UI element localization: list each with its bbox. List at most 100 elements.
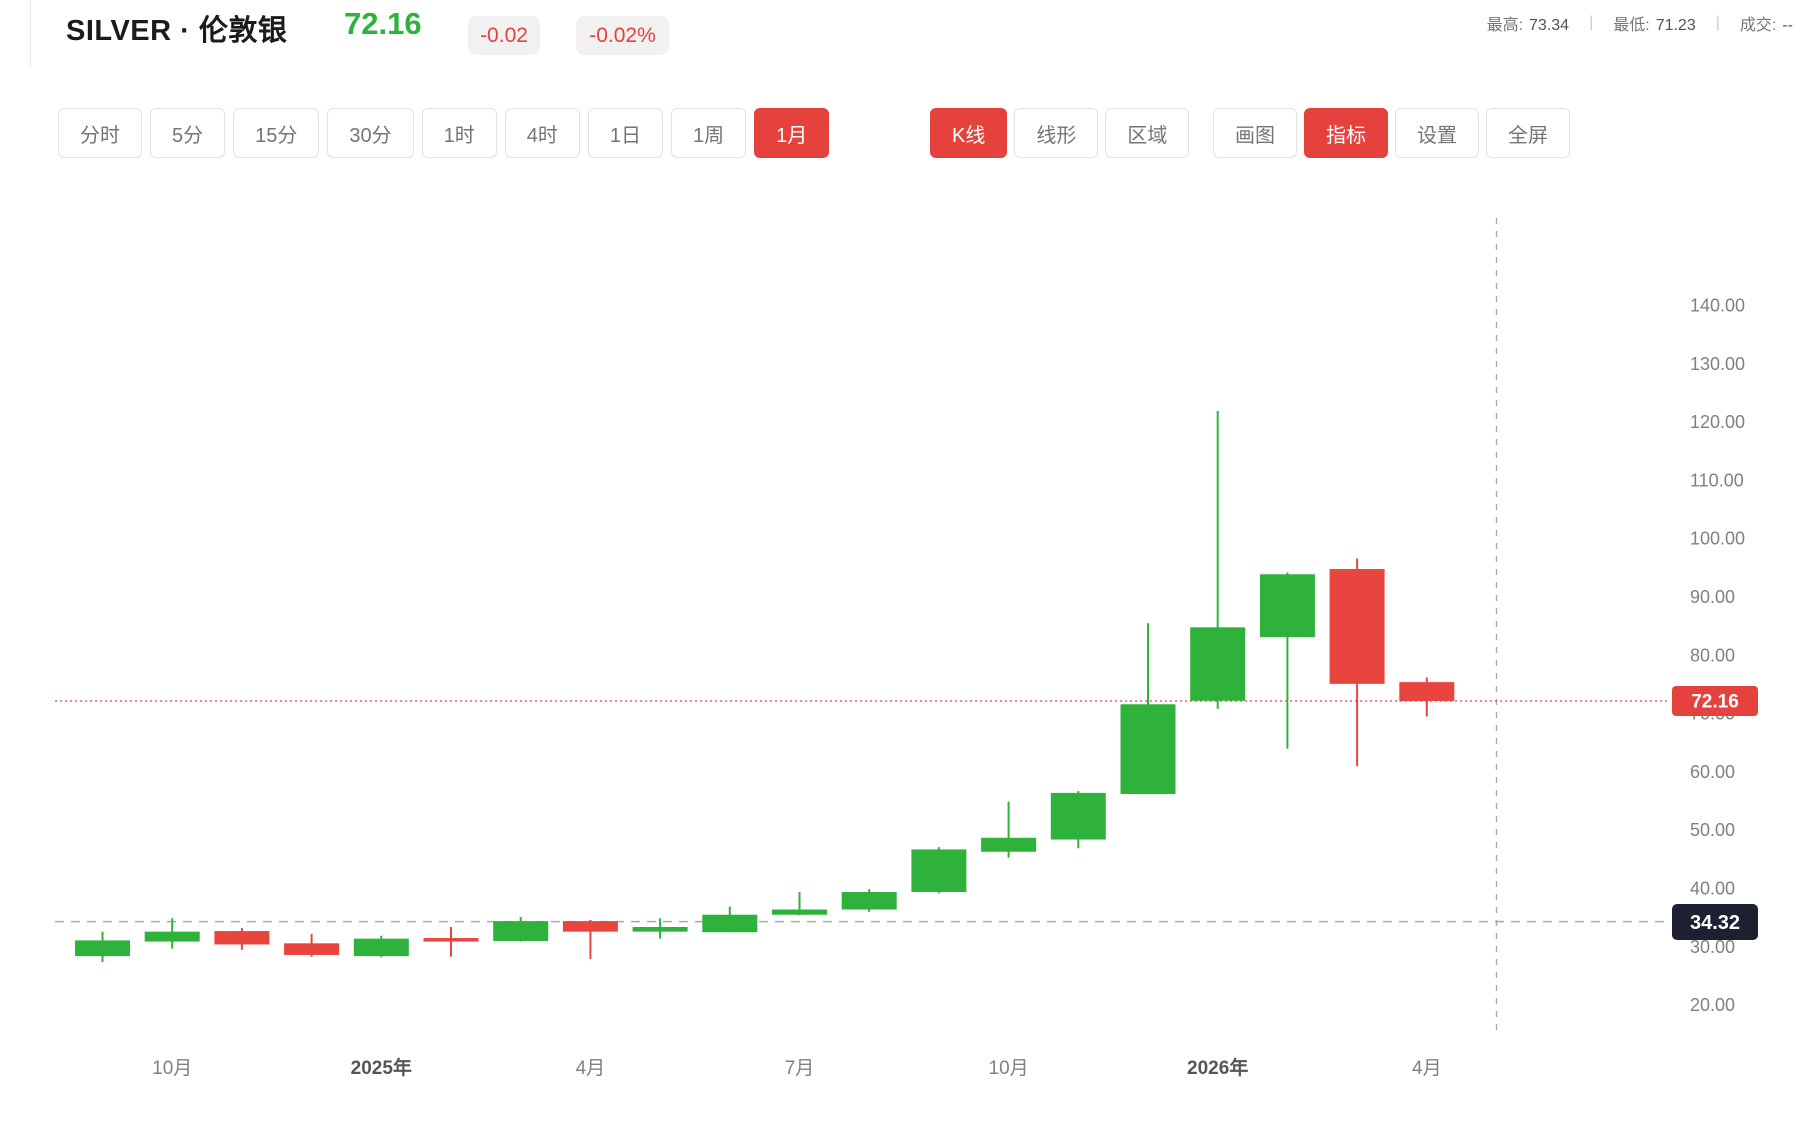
candle-body — [1050, 792, 1106, 840]
crosshair-price-badge-bg — [1672, 904, 1758, 940]
chart-type-group: K线 线形 区域 — [930, 108, 1190, 158]
x-tick-label: 2026年 — [1187, 1056, 1248, 1079]
timeframe-button-time-share[interactable]: 分时 — [58, 108, 142, 158]
timeframe-button-1hour[interactable]: 1时 — [421, 108, 497, 158]
y-tick-label: 30.00 — [1690, 937, 1735, 957]
candle-body — [981, 837, 1037, 852]
y-tick-label: 20.00 — [1690, 995, 1735, 1015]
symbol-title: SILVER · 伦敦银 — [66, 15, 288, 47]
candle-2024-10 — [144, 918, 200, 949]
candle-body — [284, 943, 340, 955]
candle-body — [1329, 569, 1385, 684]
timeframe-group: 分时 5分 15分 30分 1时 4时 1日 1周 1月 — [58, 108, 830, 158]
candle-body — [493, 921, 549, 941]
candle-2025-05 — [632, 918, 688, 939]
last-price-badge-text: 72.16 — [1691, 692, 1739, 713]
timeframe-button-1month[interactable]: 1月 — [754, 108, 830, 158]
y-tick-label: 60.00 — [1690, 762, 1735, 782]
candles-layer — [75, 411, 1455, 962]
candle-2024-12 — [284, 933, 340, 957]
y-axis: 140.00 130.00 120.00 110.00 100.00 90.00 80.00… — [1690, 296, 1745, 1016]
tool-button-draw[interactable]: 画图 — [1213, 108, 1297, 158]
last-price: 72.16 — [344, 6, 422, 41]
candle-body — [632, 926, 688, 932]
y-tick-label: 130.00 — [1690, 354, 1745, 374]
candle-2025-06 — [702, 906, 758, 933]
x-tick-label: 7月 — [785, 1058, 815, 1079]
last-price-badge-bg — [1672, 686, 1758, 716]
stat-low: 最低: 71.23 — [1613, 11, 1696, 35]
candle-2026-03 — [1329, 558, 1385, 767]
x-tick-label: 10月 — [989, 1058, 1029, 1079]
stat-label: 成交: — [1739, 17, 1777, 34]
candle-body — [423, 938, 479, 942]
candle-2024-09 — [75, 931, 130, 962]
candle-body — [841, 891, 897, 910]
candle-2024-11 — [214, 928, 270, 950]
tool-button-fullscreen[interactable]: 全屏 — [1486, 108, 1570, 158]
candle-2025-10 — [981, 801, 1037, 858]
y-tick-label: 90.00 — [1690, 587, 1735, 607]
candle-2025-08 — [841, 889, 897, 912]
stat-separator: | — [1715, 14, 1720, 31]
last-price-badge: 72.16 — [1672, 686, 1758, 716]
tool-button-settings[interactable]: 设置 — [1395, 108, 1479, 158]
tools-group: 画图 指标 设置 全屏 — [1213, 108, 1570, 158]
stat-label: 最低: — [1613, 17, 1650, 34]
x-tick-label: 2025年 — [351, 1056, 412, 1079]
chart-type-button-area[interactable]: 区域 — [1105, 108, 1190, 158]
timeframe-button-15min[interactable]: 15分 — [233, 108, 320, 158]
candle-body — [1190, 627, 1246, 701]
stat-value: 73.34 — [1529, 17, 1570, 34]
candle-body — [772, 909, 827, 915]
candle-2026-02 — [1259, 572, 1315, 749]
x-axis: 10月 2025年 4月 7月 10月 2026年 4月 — [152, 1056, 1441, 1079]
candle-body — [911, 849, 967, 892]
candle-2025-11 — [1050, 791, 1106, 849]
timeframe-button-5min[interactable]: 5分 — [150, 108, 226, 158]
crosshair-price-badge: 34.32 — [1672, 904, 1758, 940]
tool-button-indicator[interactable]: 指标 — [1304, 108, 1388, 158]
candle-body — [1259, 574, 1315, 638]
candle-2025-03 — [493, 917, 549, 942]
crosshair-price-badge-text: 34.32 — [1690, 912, 1740, 934]
candle-2026-04 — [1399, 677, 1455, 717]
candle-body — [353, 938, 409, 957]
candle-body — [1120, 704, 1176, 795]
stat-value: -- — [1782, 17, 1793, 34]
y-tick-label: 100.00 — [1690, 529, 1745, 549]
candle-body — [562, 921, 618, 932]
candle-2025-04 — [562, 919, 618, 960]
candle-2025-09 — [911, 847, 967, 894]
stat-label: 最高: — [1486, 17, 1524, 34]
candle-2025-12 — [1120, 623, 1176, 795]
y-tick-label: 80.00 — [1690, 645, 1735, 665]
stat-value: 71.23 — [1655, 17, 1696, 34]
candle-2025-07 — [772, 891, 827, 916]
chart-type-button-candle[interactable]: K线 — [930, 108, 1008, 158]
timeframe-button-1week[interactable]: 1周 — [671, 108, 747, 158]
stat-separator: | — [1589, 14, 1594, 31]
candle-2025-02 — [423, 926, 479, 957]
header: SILVER · 伦敦银 72.16 -0.02 -0.02% 最高: 73.34… — [0, 0, 1804, 60]
chart-type-button-line[interactable]: 线形 — [1014, 108, 1099, 158]
y-tick-label: 50.00 — [1690, 820, 1735, 840]
candle-body — [702, 914, 758, 933]
stat-volume: 成交: -- — [1740, 11, 1793, 35]
price-change-badge: -0.02 — [468, 16, 540, 55]
y-tick-label: 40.00 — [1690, 879, 1735, 899]
timeframe-button-1day[interactable]: 1日 — [587, 108, 663, 158]
stat-high: 最高: 73.34 — [1487, 11, 1570, 35]
x-tick-label: 4月 — [576, 1058, 606, 1079]
timeframe-button-4hour[interactable]: 4时 — [504, 108, 580, 158]
x-tick-label: 10月 — [152, 1058, 192, 1079]
y-tick-label: 140.00 — [1690, 296, 1745, 316]
x-tick-label: 4月 — [1412, 1058, 1442, 1079]
y-tick-label: 110.00 — [1690, 470, 1744, 490]
timeframe-button-30min[interactable]: 30分 — [327, 108, 414, 158]
y-tick-label: 120.00 — [1690, 412, 1745, 432]
candle-body — [144, 931, 200, 942]
session-stats: 最高: 73.34 | 最低: 71.23 | 成交: -- — [1487, 11, 1793, 35]
